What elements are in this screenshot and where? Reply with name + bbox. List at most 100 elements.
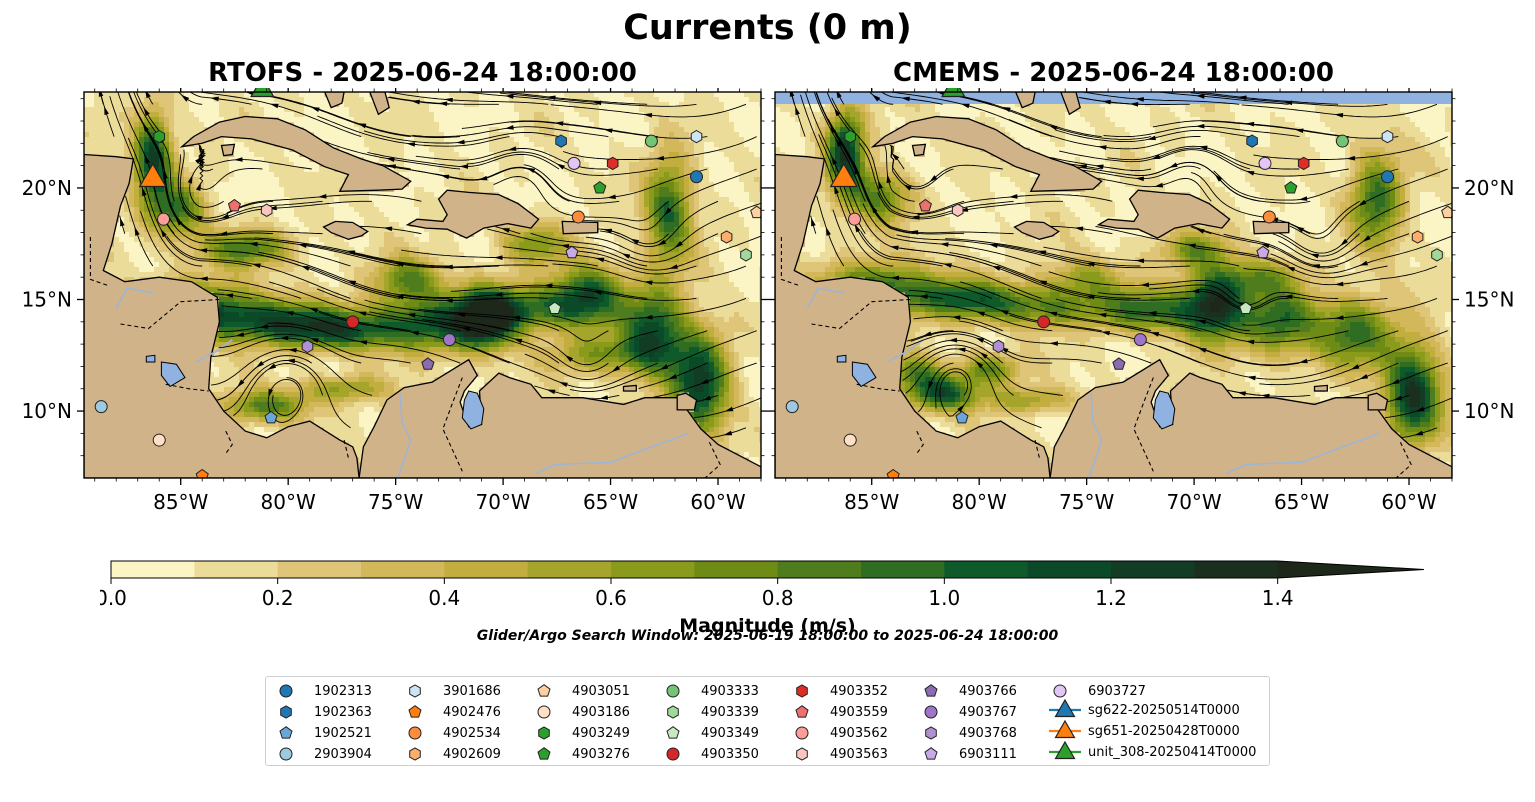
field-cell — [409, 197, 415, 203]
field-cell — [204, 242, 210, 248]
field-cell — [429, 247, 435, 253]
field-cell — [189, 217, 195, 223]
field-cell — [529, 182, 535, 188]
field-cell — [354, 112, 360, 118]
field-cell — [449, 257, 455, 263]
field-cell — [539, 247, 545, 253]
field-cell — [644, 277, 650, 283]
field-cell — [659, 262, 665, 268]
field-cell — [699, 217, 705, 223]
field-cell — [264, 187, 270, 193]
field-cell — [99, 107, 105, 113]
field-cell — [219, 142, 225, 148]
field-cell — [754, 192, 760, 198]
field-cell — [289, 227, 295, 233]
field-cell — [734, 112, 740, 118]
field-cell — [534, 237, 540, 243]
field-cell — [509, 117, 515, 123]
field-cell — [279, 97, 285, 103]
field-cell — [679, 257, 685, 263]
field-cell — [554, 112, 560, 118]
field-cell — [724, 162, 730, 168]
field-cell — [709, 257, 715, 263]
field-cell — [429, 132, 435, 138]
field-cell — [119, 92, 125, 98]
field-cell — [169, 247, 175, 253]
field-cell — [399, 237, 405, 243]
field-cell — [179, 132, 185, 138]
field-cell — [684, 122, 690, 128]
field-cell — [564, 172, 570, 178]
field-cell — [359, 142, 365, 148]
field-cell — [624, 292, 630, 298]
field-cell — [219, 107, 225, 113]
field-cell — [699, 287, 705, 293]
field-cell — [204, 217, 210, 223]
field-cell — [674, 157, 680, 163]
field-cell — [379, 237, 385, 243]
field-cell — [519, 232, 525, 238]
field-cell — [719, 187, 725, 193]
field-cell — [409, 177, 415, 183]
field-cell — [174, 197, 180, 203]
field-cell — [84, 122, 90, 128]
field-cell — [619, 192, 625, 198]
field-cell — [604, 182, 610, 188]
field-cell — [624, 147, 630, 153]
field-cell — [559, 272, 565, 278]
field-cell — [364, 122, 370, 128]
field-cell — [124, 122, 130, 128]
field-cell — [164, 267, 170, 273]
field-cell — [154, 192, 160, 198]
field-cell — [439, 97, 445, 103]
field-cell — [519, 122, 525, 128]
field-cell — [294, 222, 300, 228]
field-cell — [469, 122, 475, 128]
field-cell — [664, 142, 670, 148]
field-cell — [544, 107, 550, 113]
field-cell — [429, 262, 435, 268]
field-cell — [734, 227, 740, 233]
field-cell — [389, 102, 395, 108]
field-cell — [519, 287, 525, 293]
field-cell — [314, 272, 320, 278]
field-cell — [529, 207, 535, 213]
field-cell — [364, 117, 370, 123]
field-cell — [184, 217, 190, 223]
field-cell — [129, 212, 135, 218]
field-cell — [94, 117, 100, 123]
field-cell — [419, 137, 425, 143]
field-cell — [459, 247, 465, 253]
field-cell — [269, 177, 275, 183]
field-cell — [369, 207, 375, 213]
field-cell — [84, 97, 90, 103]
field-cell — [294, 277, 300, 283]
field-cell — [679, 147, 685, 153]
field-cell — [429, 287, 435, 293]
field-cell — [709, 242, 715, 248]
field-cell — [304, 252, 310, 258]
field-cell — [424, 197, 430, 203]
field-cell — [369, 262, 375, 268]
field-cell — [534, 97, 540, 103]
field-cell — [154, 202, 160, 208]
field-cell — [194, 192, 200, 198]
field-cell — [169, 202, 175, 208]
field-cell — [404, 232, 410, 238]
field-cell — [369, 117, 375, 123]
field-cell — [434, 162, 440, 168]
field-cell — [424, 267, 430, 273]
field-cell — [239, 267, 245, 273]
field-cell — [169, 192, 175, 198]
field-cell — [249, 262, 255, 268]
field-cell — [724, 202, 730, 208]
field-cell — [229, 102, 235, 108]
field-cell — [634, 247, 640, 253]
field-cell — [544, 292, 550, 298]
field-cell — [274, 192, 280, 198]
field-cell — [589, 157, 595, 163]
field-cell — [519, 242, 525, 248]
field-cell — [189, 192, 195, 198]
field-cell — [609, 257, 615, 263]
field-cell — [259, 252, 265, 258]
